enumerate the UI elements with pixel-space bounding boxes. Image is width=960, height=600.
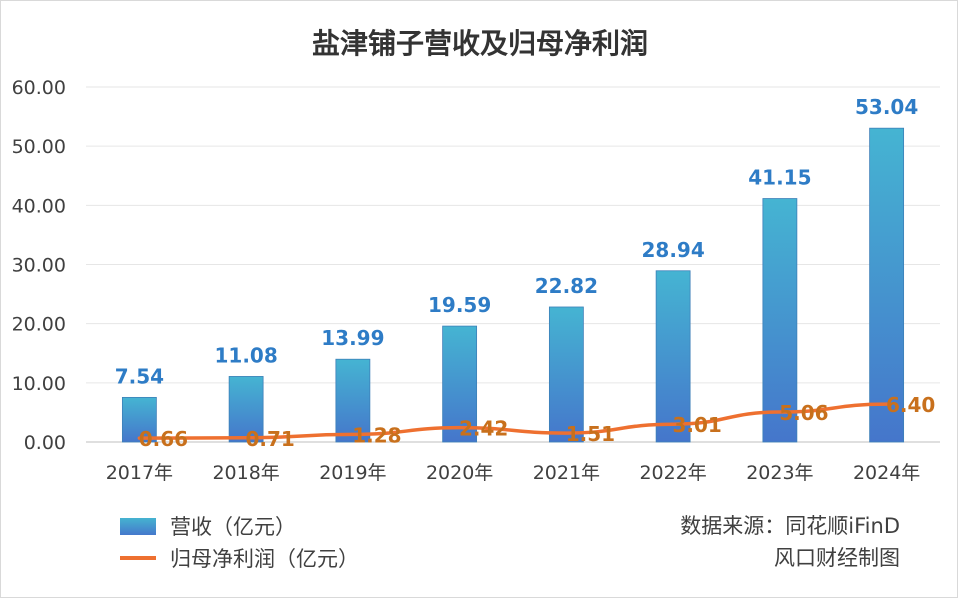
- line-data-label: 2.42: [459, 417, 508, 441]
- line-data-label: 1.51: [566, 422, 615, 446]
- bar-data-label: 28.94: [641, 238, 704, 262]
- x-tick-label: 2023年: [746, 462, 813, 484]
- line-data-label: 6.40: [886, 393, 935, 417]
- x-tick-label: 2018年: [212, 462, 279, 484]
- line-data-label: 3.01: [672, 413, 721, 437]
- x-tick-label: 2019年: [319, 462, 386, 484]
- legend-swatch-bar: [120, 517, 156, 535]
- bar: [548, 306, 584, 443]
- line-data-label: 0.71: [245, 427, 294, 451]
- y-tick-label: 60.00: [12, 77, 66, 99]
- bar-data-label: 13.99: [321, 326, 384, 350]
- source-line-1: 数据来源：同花顺iFinD: [680, 514, 900, 538]
- legend-swatch-line: [120, 556, 156, 560]
- bar-data-label: 7.54: [115, 364, 164, 388]
- x-tick-label: 2017年: [106, 462, 173, 484]
- line-data-label: 0.66: [139, 427, 188, 451]
- y-tick-label: 50.00: [12, 136, 66, 158]
- line-data-label: 5.06: [779, 401, 828, 425]
- legend-label-revenue: 营收（亿元）: [170, 515, 296, 539]
- bar: [228, 376, 264, 443]
- legend-label-profit: 归母净利润（亿元）: [170, 547, 359, 571]
- bar: [655, 270, 691, 443]
- legend-item-profit: 归母净利润（亿元）: [120, 542, 359, 574]
- legend: 营收（亿元） 归母净利润（亿元）: [120, 510, 359, 574]
- bar: [335, 358, 371, 443]
- bar-data-label: 53.04: [855, 95, 918, 119]
- bar-data-label: 11.08: [214, 343, 277, 367]
- y-tick-label: 40.00: [12, 195, 66, 217]
- x-tick-label: 2021年: [533, 462, 600, 484]
- y-tick-label: 10.00: [12, 373, 66, 395]
- bar-data-label: 41.15: [748, 166, 811, 190]
- x-tick-label: 2020年: [426, 462, 493, 484]
- x-tick-label: 2022年: [639, 462, 706, 484]
- source-line-2: 风口财经制图: [774, 546, 900, 570]
- bar-data-label: 22.82: [535, 274, 598, 298]
- source-note: 数据来源：同花顺iFinD 风口财经制图: [680, 510, 900, 574]
- bar-data-label: 19.59: [428, 293, 491, 317]
- y-tick-label: 0.00: [24, 432, 66, 454]
- bar: [869, 127, 905, 443]
- chart-title: 盐津铺子营收及归母净利润: [311, 27, 648, 60]
- bar: [121, 396, 157, 443]
- line-data-label: 1.28: [352, 423, 401, 447]
- x-tick-label: 2024年: [853, 462, 920, 484]
- bar: [442, 325, 478, 443]
- profit-line: [137, 402, 889, 440]
- legend-item-revenue: 营收（亿元）: [120, 510, 359, 542]
- y-tick-label: 30.00: [12, 255, 66, 277]
- y-tick-label: 20.00: [12, 314, 66, 336]
- bar: [762, 198, 798, 443]
